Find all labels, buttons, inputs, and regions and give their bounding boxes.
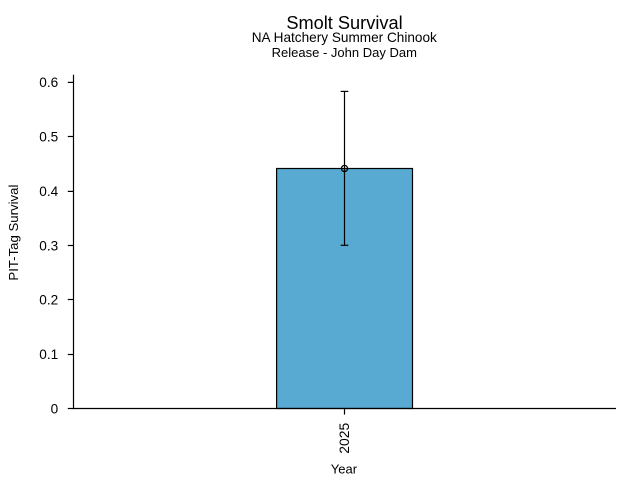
svg-text:0.4: 0.4 <box>39 184 58 199</box>
svg-text:0.1: 0.1 <box>39 347 58 362</box>
svg-text:PIT-Tag Survival: PIT-Tag Survival <box>6 185 21 281</box>
svg-text:NA Hatchery Summer Chinook: NA Hatchery Summer Chinook <box>252 30 437 45</box>
svg-text:2025: 2025 <box>336 423 352 454</box>
svg-text:Release - John Day Dam: Release - John Day Dam <box>272 45 417 60</box>
svg-text:0: 0 <box>51 401 59 416</box>
svg-text:Smolt Survival: Smolt Survival <box>286 13 402 33</box>
svg-text:0.3: 0.3 <box>39 238 58 253</box>
svg-text:0.5: 0.5 <box>39 130 58 145</box>
svg-text:0.2: 0.2 <box>39 293 58 308</box>
svg-text:0.6: 0.6 <box>39 75 58 90</box>
svg-text:Year: Year <box>331 461 358 476</box>
